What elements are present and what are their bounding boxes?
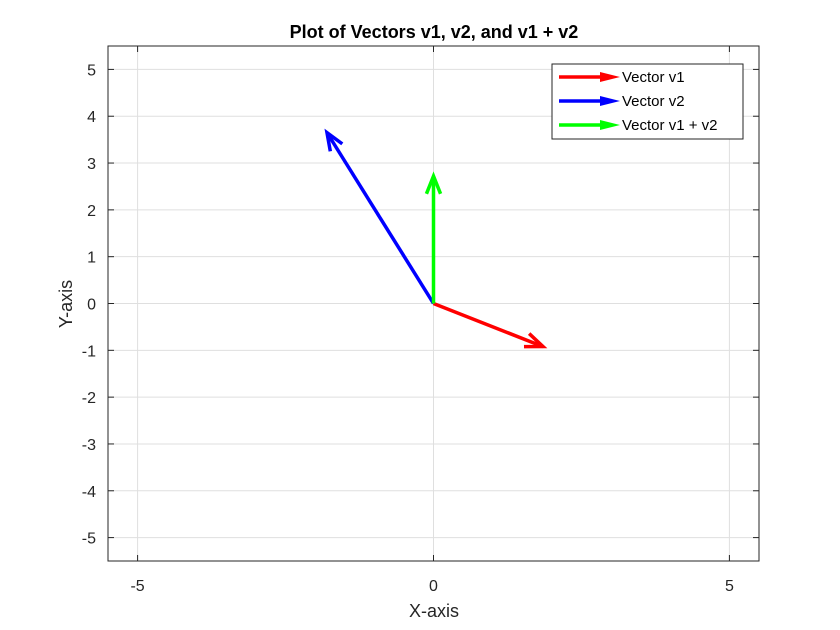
y-tick-label: -2 bbox=[82, 390, 96, 407]
legend-swatch-head bbox=[600, 120, 620, 130]
vector-head bbox=[424, 171, 443, 195]
legend-label: Vector v2 bbox=[622, 93, 685, 110]
x-tick-label: 5 bbox=[725, 578, 734, 595]
vector-head bbox=[324, 128, 344, 152]
x-tick-label: -5 bbox=[130, 578, 144, 595]
legend-label: Vector v1 + v2 bbox=[622, 117, 717, 134]
legend: Vector v1 Vector v2 Vector v1 + v2 bbox=[551, 63, 744, 140]
legend-swatch-head bbox=[600, 96, 620, 106]
vector-arrow-1 bbox=[432, 301, 548, 349]
y-ticks: 5 4 3 2 1 0 -1 -2 -3 -4 -5 bbox=[82, 62, 759, 548]
vector-arrow-3 bbox=[424, 171, 443, 304]
legend-label: Vector v1 bbox=[622, 69, 685, 86]
y-tick-label: -3 bbox=[82, 437, 96, 454]
y-tick-label: -4 bbox=[82, 484, 96, 501]
legend-item: Vector v2 bbox=[559, 93, 685, 110]
x-ticks: -5 0 5 bbox=[130, 46, 734, 595]
y-tick-label: -1 bbox=[82, 343, 96, 360]
x-tick-label: 0 bbox=[429, 578, 438, 595]
y-axis-label: Y-axis bbox=[56, 280, 76, 328]
vector-arrow-2 bbox=[324, 128, 435, 305]
y-tick-label: -5 bbox=[82, 531, 96, 548]
y-tick-label: 3 bbox=[87, 156, 96, 173]
chart-title: Plot of Vectors v1, v2, and v1 + v2 bbox=[290, 22, 579, 42]
y-tick-label: 0 bbox=[87, 297, 96, 314]
vector-shaft bbox=[325, 131, 435, 305]
y-tick-label: 5 bbox=[87, 62, 96, 79]
y-tick-label: 1 bbox=[87, 250, 96, 267]
legend-item: Vector v1 bbox=[559, 69, 685, 86]
legend-item: Vector v1 + v2 bbox=[559, 117, 717, 134]
y-tick-label: 2 bbox=[87, 203, 96, 220]
vectors bbox=[324, 128, 548, 349]
vector-head bbox=[523, 332, 548, 349]
vector-shaft bbox=[432, 301, 544, 349]
x-axis-label: X-axis bbox=[409, 601, 459, 621]
legend-swatch-head bbox=[600, 72, 620, 82]
y-tick-label: 4 bbox=[87, 109, 96, 126]
